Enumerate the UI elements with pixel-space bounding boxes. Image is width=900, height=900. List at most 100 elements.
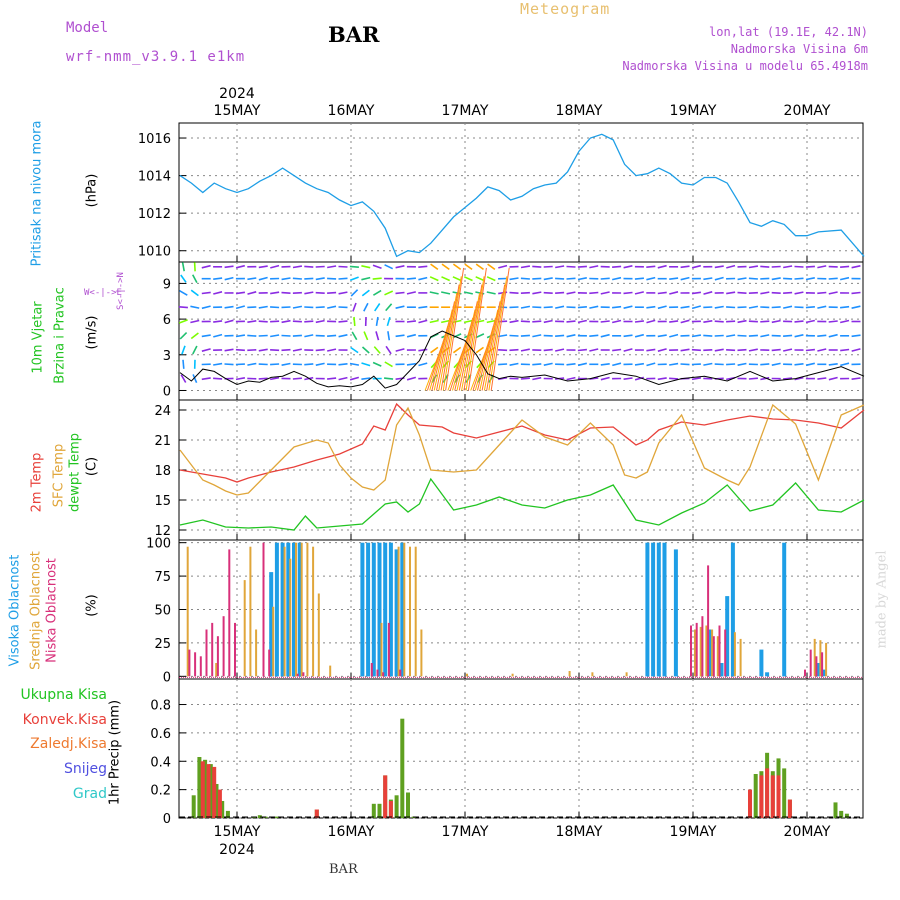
wind-arrow: [828, 320, 838, 323]
wind-arrow: [623, 305, 633, 309]
wind-arrow: [680, 348, 690, 352]
wind-arrow: [349, 376, 360, 381]
wind-arrow: [817, 377, 827, 380]
mid_cloud-bar: [312, 546, 315, 677]
wind-arrow: [498, 264, 508, 269]
wind-arrow: [351, 331, 358, 341]
bottom-day-label: 20MAY: [784, 824, 831, 840]
wind-arrow: [532, 363, 542, 366]
wind-arrow: [338, 320, 348, 323]
wind-arrow: [384, 361, 393, 368]
wind-arrow: [691, 377, 702, 381]
wind-arrow: [532, 291, 542, 295]
wind-arrow: [691, 264, 701, 269]
wind-arrow: [520, 305, 531, 309]
wind-ytick-label: 6: [163, 313, 171, 328]
wind-arrow: [441, 263, 450, 271]
wind-arrow: [213, 277, 223, 280]
wind-arrow: [657, 305, 667, 310]
wind-arrow: [235, 305, 246, 310]
wind-arrow: [566, 277, 576, 280]
wind-arrow: [292, 277, 302, 280]
sfc_temp-line: [179, 403, 865, 496]
wind-arrow: [441, 276, 451, 282]
wind-arrow: [691, 348, 701, 352]
wind-arrow: [577, 319, 587, 324]
wind-arrow: [817, 305, 827, 309]
wind-arrow: [646, 305, 656, 309]
wind-arrow: [247, 291, 257, 295]
mid_cloud-bar: [300, 542, 303, 677]
low_cloud-bar: [707, 565, 710, 677]
wind-arrow: [726, 349, 736, 352]
high_cloud-bar: [816, 663, 821, 677]
wind-arrow: [634, 291, 644, 295]
wind-arrow: [828, 291, 838, 295]
low_cloud-bar: [724, 629, 727, 677]
wind-arrow: [327, 265, 337, 269]
mid_cloud-bar: [739, 638, 742, 677]
wind-arrow: [201, 291, 211, 295]
pressure-frame: [178, 122, 864, 263]
total_precip-bar: [203, 759, 208, 818]
wind-arrow: [361, 346, 370, 354]
wind-arrow: [179, 290, 188, 296]
wind-arrow: [406, 376, 417, 381]
wind-arrow: [623, 348, 633, 352]
wind-arrow: [463, 276, 473, 282]
wind-arrow: [304, 277, 314, 280]
wind-arrow: [703, 349, 713, 352]
wind-arrow: [458, 301, 478, 391]
mid_cloud-bar: [295, 542, 297, 677]
wind-arrow: [543, 277, 553, 281]
wind-arrow: [691, 291, 702, 295]
total_precip-bar: [214, 784, 219, 818]
wind-arrow: [475, 333, 485, 339]
wind-arrow: [566, 320, 576, 323]
wind-arrow-field: [178, 262, 861, 391]
wind-arrow: [315, 277, 325, 281]
wind-arrow: [543, 306, 553, 309]
wind-arrow: [794, 334, 804, 338]
conv_precip-bar: [759, 775, 764, 818]
wind-arrow: [292, 305, 303, 309]
wind-arrow: [281, 334, 291, 337]
wind_speed-line: [179, 330, 865, 389]
model-elevation-info: Nadmorska Visina u modelu 65.4918m: [622, 59, 868, 73]
low_cloud-bar: [804, 669, 806, 677]
wind-arrow: [490, 267, 510, 391]
low_cloud-bar: [399, 669, 402, 677]
wind-arrow: [361, 377, 371, 380]
conv_precip-bar: [776, 775, 781, 818]
wind-arrow: [623, 265, 633, 269]
wind-arrow: [680, 363, 690, 366]
wind-arrow: [805, 348, 815, 352]
wind-arrow: [247, 349, 257, 352]
mid_cloud-bar: [255, 629, 258, 677]
mid_cloud-bar: [511, 673, 514, 677]
wind-arrow: [669, 291, 679, 295]
wind-arrow: [783, 377, 793, 380]
wind-arrow: [760, 291, 770, 295]
wind-arrow: [691, 305, 702, 310]
mid_cloud-bar: [272, 606, 275, 677]
bottom-day-label: 16MAY: [328, 824, 375, 840]
total_precip-bar: [406, 792, 410, 818]
wind-arrow: [760, 265, 770, 268]
conv_precip-bar: [765, 768, 770, 818]
wind-arrow: [577, 306, 587, 309]
compass-e: E: [116, 288, 122, 298]
wind-arrow: [509, 334, 519, 337]
wind-arrow: [441, 319, 451, 324]
wind-arrow: [477, 317, 496, 391]
wind-arrow: [192, 345, 198, 355]
wind-arrow: [532, 320, 542, 323]
wind-arrow: [726, 306, 736, 309]
wind-arrow: [748, 334, 758, 337]
wind-arrow: [532, 334, 542, 338]
wind-arrow: [190, 289, 199, 297]
wind-arrow: [406, 333, 416, 338]
wind-arrow: [783, 348, 793, 352]
pressure-ytick-label: 1012: [138, 207, 171, 222]
wind-arrow: [201, 305, 211, 310]
